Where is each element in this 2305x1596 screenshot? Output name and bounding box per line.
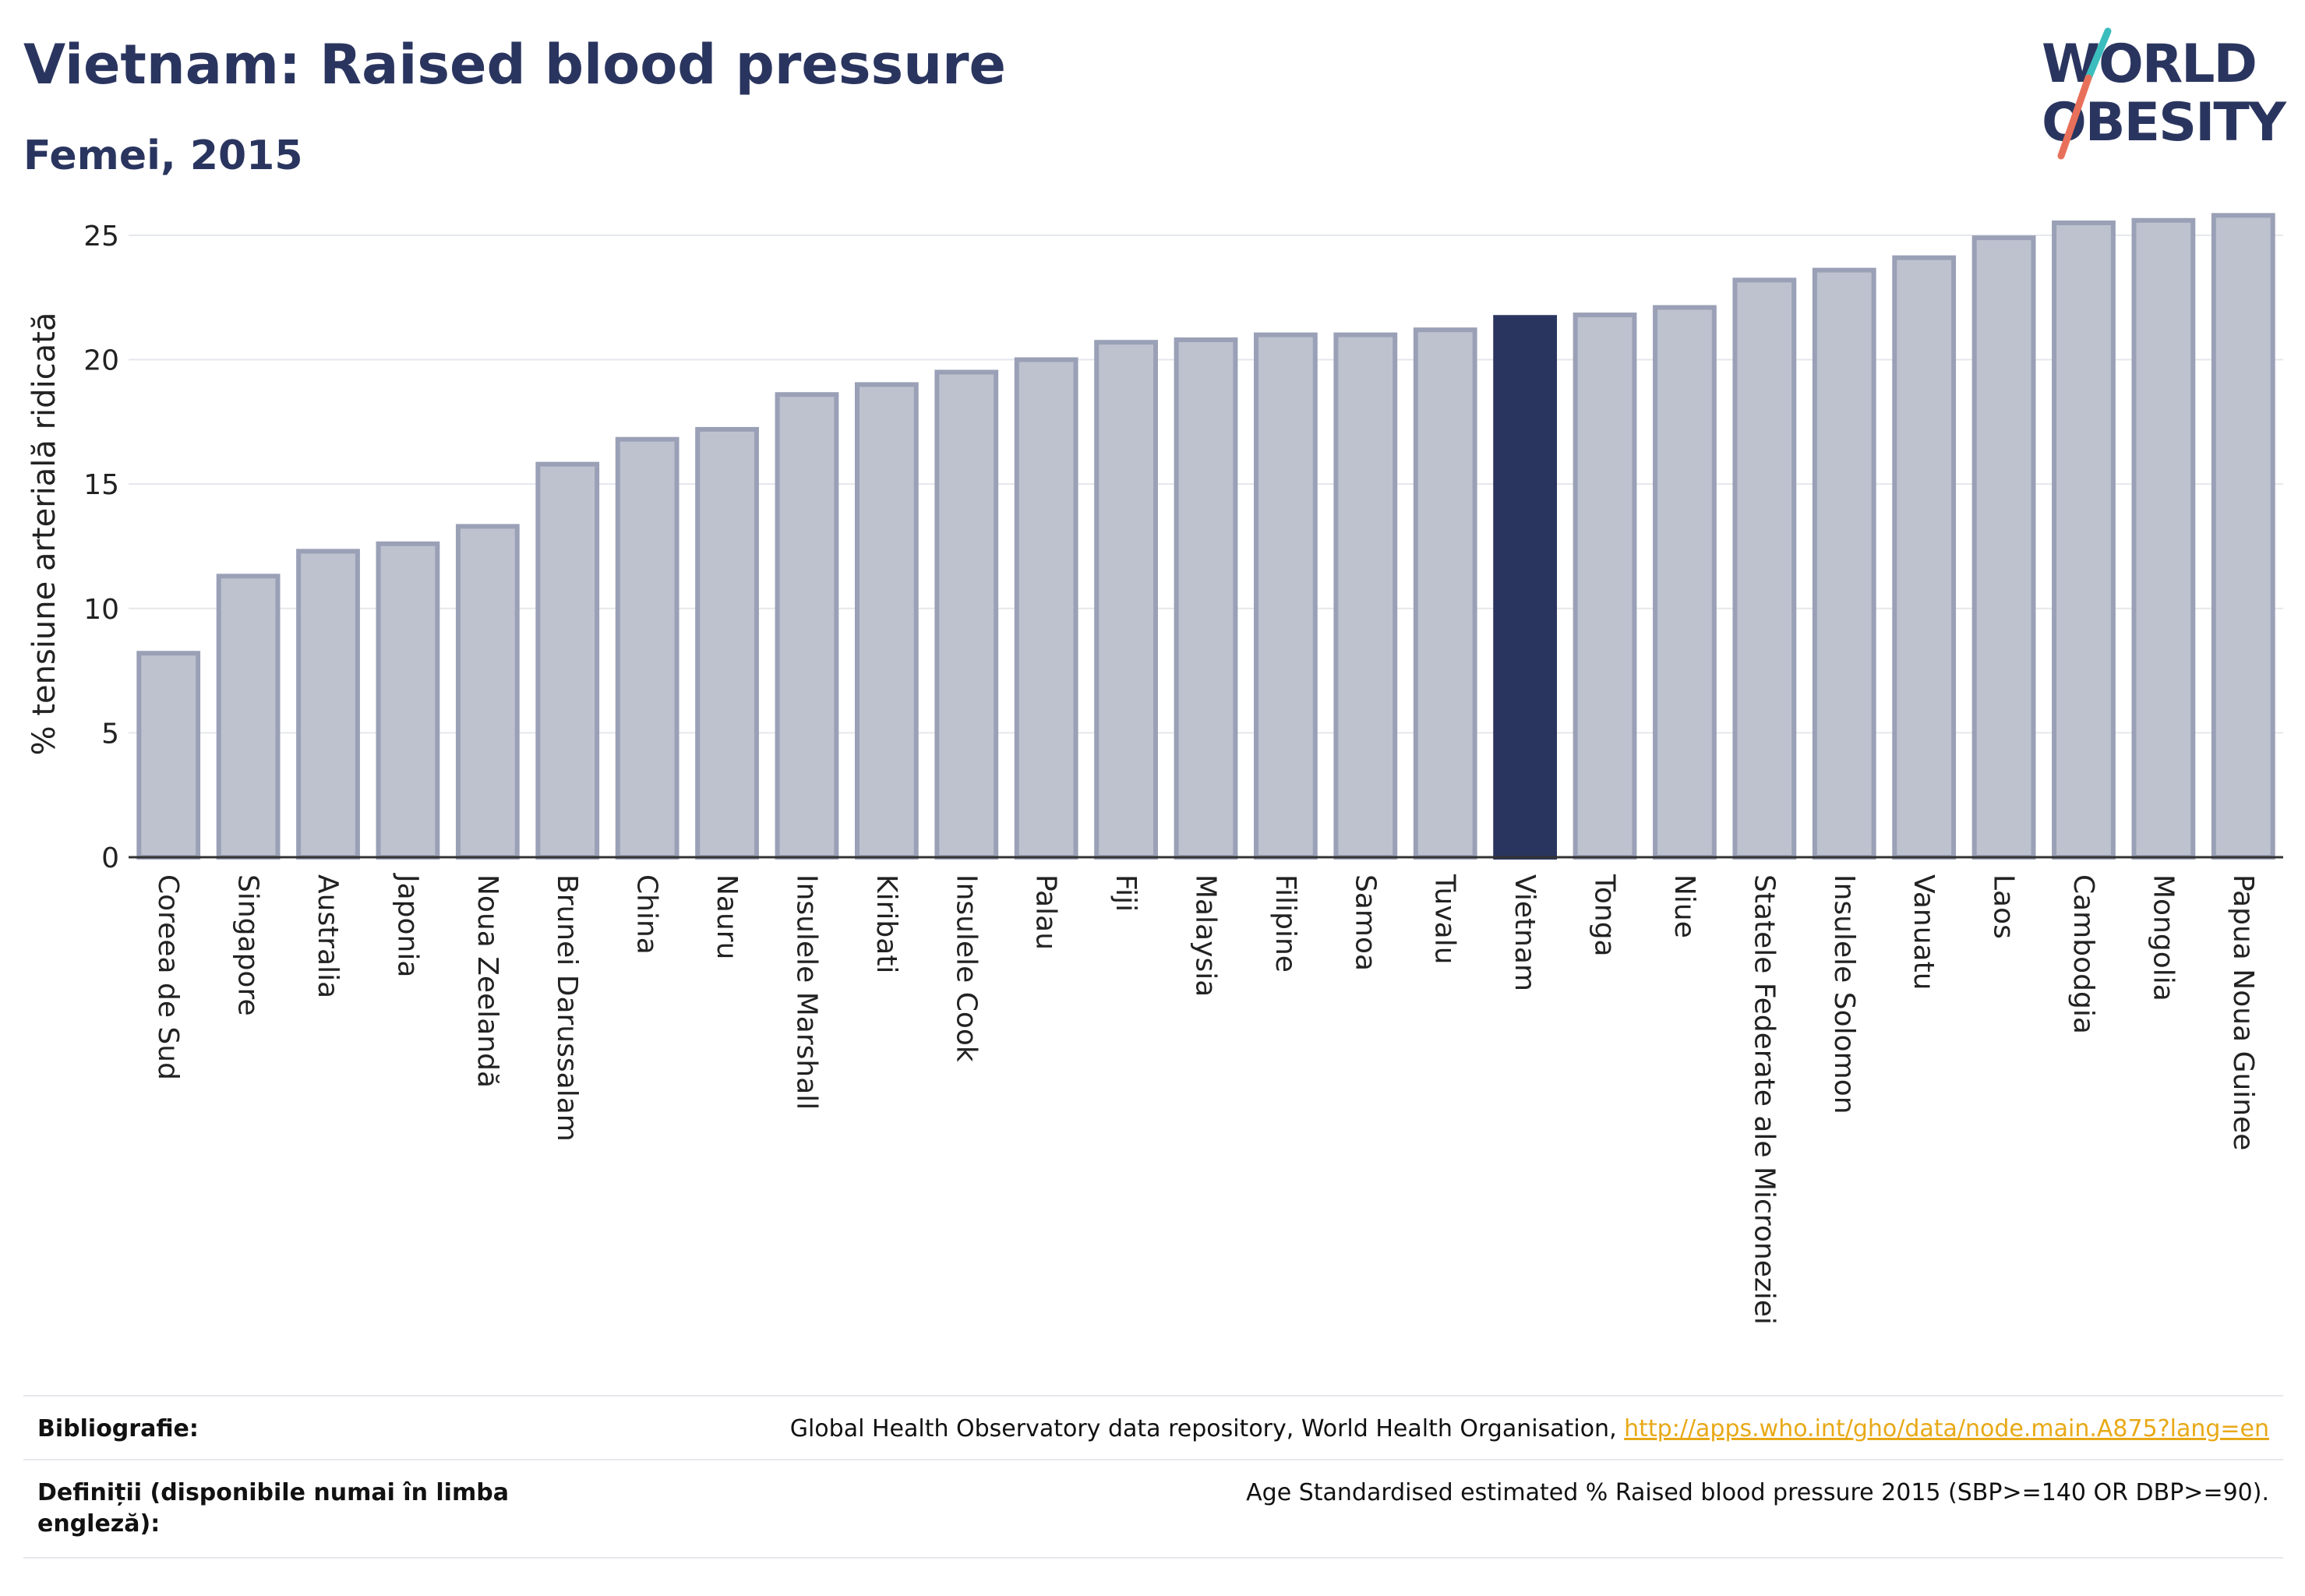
x-category-label: Japonia — [391, 873, 423, 977]
definitions-value: Age Standardised estimated % Raised bloo… — [1246, 1479, 2269, 1506]
bar — [2052, 220, 2116, 860]
y-tick-label: 25 — [83, 221, 119, 252]
bar — [854, 382, 919, 860]
x-category-label: Filipine — [1269, 874, 1301, 973]
bar — [216, 574, 281, 860]
x-category-label: Australia — [312, 874, 344, 998]
bibliography-text: Global Health Observatory data repositor… — [789, 1415, 1625, 1442]
world-obesity-logo: WORLD OBESITY — [2042, 27, 2289, 160]
x-category-label: Brunei Darussalam — [551, 874, 583, 1142]
bar — [535, 461, 600, 860]
bibliography-link[interactable]: http://apps.who.int/gho/data/node.main.A… — [1624, 1415, 2269, 1442]
x-category-label: Papua Noua Guinee — [2227, 874, 2259, 1150]
bar-highlight — [1493, 315, 1558, 860]
x-category-label: Kiribati — [870, 874, 902, 973]
x-category-label: Tonga — [1589, 874, 1621, 957]
x-category-label: Insulele Marshall — [790, 874, 822, 1110]
bar — [2131, 217, 2196, 860]
bar — [934, 369, 999, 860]
bar — [775, 392, 839, 860]
x-category-label: Malaysia — [1190, 874, 1222, 997]
x-category-label: Nauru — [711, 874, 743, 959]
y-tick-label: 15 — [83, 469, 119, 501]
bar — [296, 549, 360, 860]
bar — [1732, 277, 1797, 860]
bibliography-row: Bibliografie: Global Health Observatory … — [23, 1395, 2283, 1460]
x-category-label: Singapore — [232, 874, 264, 1016]
y-tick-label: 10 — [83, 594, 119, 626]
bar — [1573, 312, 1637, 860]
x-category-label: Insulele Solomon — [1828, 874, 1860, 1114]
definitions-label: Definiții (disponibile numai în limba en… — [37, 1479, 509, 1538]
bar — [1413, 327, 1477, 860]
page-title: Vietnam: Raised blood pressure — [23, 33, 1007, 97]
x-axis-category-labels: Coreea de Sud Singapore Australia Japonia No… — [152, 873, 2259, 1325]
bar — [1014, 357, 1078, 860]
x-category-label: Samoa — [1349, 874, 1381, 971]
page-subtitle: Femei, 2015 — [23, 132, 303, 179]
bar — [2211, 213, 2275, 860]
bar — [1094, 340, 1158, 860]
bar — [1653, 305, 1717, 860]
x-category-label: Palau — [1030, 874, 1062, 950]
bar — [1971, 235, 2036, 860]
bar — [615, 436, 679, 860]
bar — [136, 651, 201, 860]
bars — [136, 213, 2275, 860]
x-category-label: Niue — [1668, 874, 1700, 938]
svg-text:WORLD: WORLD — [2042, 34, 2256, 95]
bar — [376, 541, 440, 860]
bar — [1892, 255, 1957, 860]
y-axis-ticks: 0 5 10 15 20 25 — [83, 221, 119, 874]
x-category-label: Cambodgia — [2067, 874, 2099, 1034]
y-tick-label: 0 — [101, 842, 119, 874]
x-category-label: Laos — [1988, 874, 2020, 939]
x-category-label: Tuvalu — [1429, 874, 1461, 965]
y-tick-label: 5 — [101, 718, 119, 750]
x-category-label: Noua Zeelandă — [471, 874, 503, 1088]
definitions-row: Definiții (disponibile numai în limba en… — [23, 1459, 2283, 1559]
bar — [695, 426, 759, 860]
bar — [1812, 267, 1876, 860]
y-axis-label: % tensiune arterială ridicată — [26, 312, 62, 756]
bibliography-value: Global Health Observatory data repositor… — [790, 1414, 2269, 1445]
x-category-label: Fiji — [1110, 874, 1142, 912]
x-category-label: Insulele Cook — [950, 874, 982, 1062]
x-category-label: Vanuatu — [1908, 874, 1940, 990]
x-category-label: Vietnam — [1509, 874, 1541, 991]
bar — [1254, 332, 1318, 860]
x-category-label: Mongolia — [2147, 874, 2179, 1001]
x-category-label: China — [631, 874, 663, 955]
bar — [455, 524, 520, 860]
x-category-label: Coreea de Sud — [152, 874, 184, 1080]
bar — [1333, 332, 1398, 860]
x-category-label: Statele Federate ale Microneziei — [1748, 874, 1780, 1325]
bar — [1174, 337, 1238, 860]
y-tick-label: 20 — [83, 345, 119, 377]
bibliography-label: Bibliografie: — [37, 1415, 199, 1442]
bar-chart: 0 5 10 15 20 25 Coreea de Sud Singapore Austral… — [26, 213, 2283, 1325]
